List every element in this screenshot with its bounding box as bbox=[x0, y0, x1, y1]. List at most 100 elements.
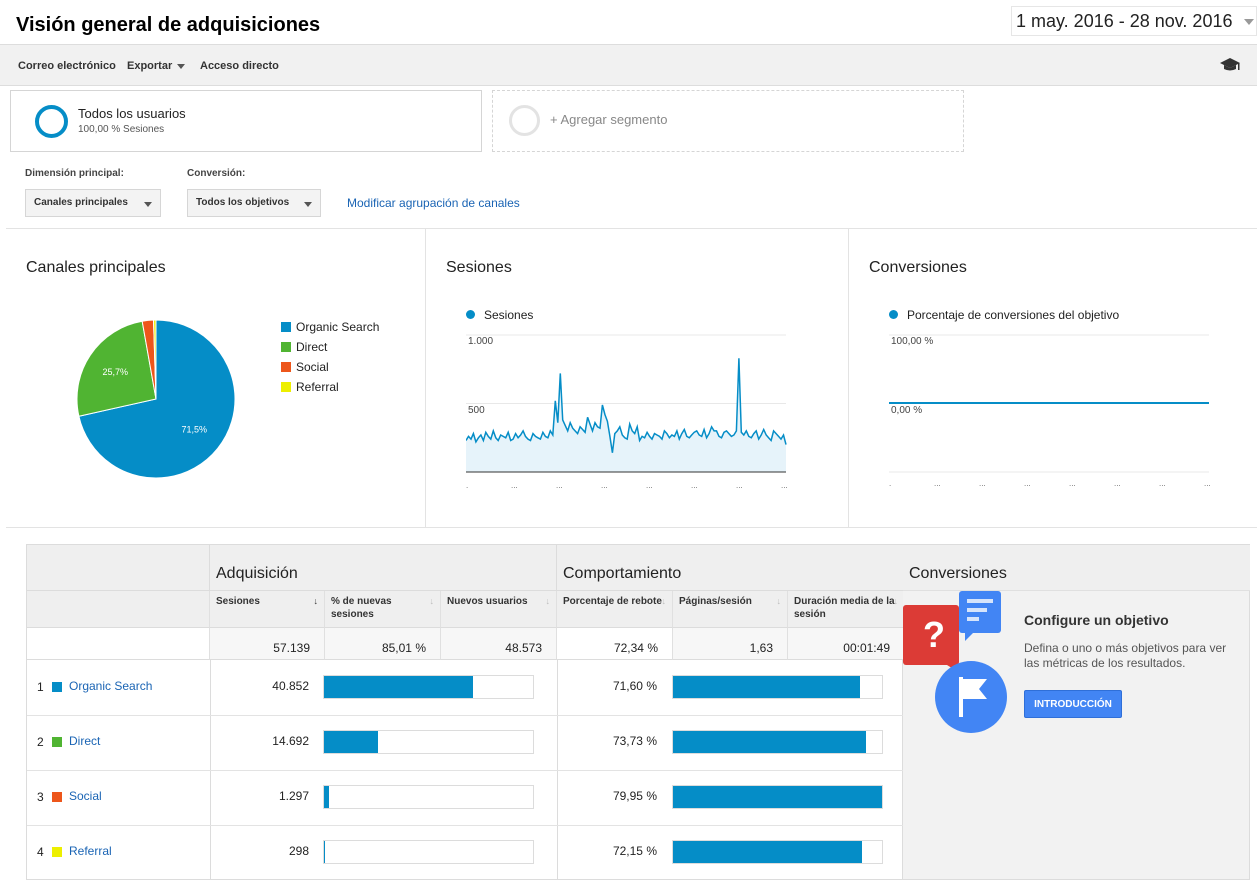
bounce-rate-value: 72,15 % bbox=[612, 844, 657, 858]
total-pages-session: 1,63 bbox=[673, 628, 788, 660]
y-tick-label: 1.000 bbox=[468, 336, 494, 347]
pie-slice-organic-search[interactable] bbox=[78, 319, 236, 479]
row-index: 1 bbox=[37, 680, 44, 694]
legend-dot bbox=[889, 310, 898, 319]
row-index: 3 bbox=[37, 790, 44, 804]
sessions-value: 1.297 bbox=[278, 789, 309, 803]
new-sessions-column-header[interactable]: % de nuevas sesiones ↓ bbox=[325, 591, 441, 628]
bounce-rate-column-header[interactable]: Porcentaje de rebote ↓ bbox=[557, 591, 673, 628]
date-range-label: 1 may. 2016 - 28 nov. 2016 bbox=[1016, 11, 1233, 31]
legend-swatch bbox=[281, 362, 291, 372]
channel-color-swatch bbox=[52, 847, 62, 857]
channel-link-organic-search[interactable]: Organic Search bbox=[69, 679, 153, 693]
sort-arrow-icon: ↓ bbox=[545, 596, 551, 606]
channel-column-header bbox=[27, 591, 210, 628]
primary-dimension-value: Canales principales bbox=[34, 197, 128, 208]
sessions-bar-fill bbox=[324, 786, 329, 808]
sessions-legend[interactable]: Sesiones bbox=[466, 308, 533, 322]
x-tick-label: ... bbox=[781, 481, 788, 489]
sessions-bar-fill bbox=[324, 676, 474, 698]
sessions-bar-track bbox=[323, 785, 534, 809]
acquisition-title: Adquisición bbox=[216, 565, 298, 582]
conversion-dropdown[interactable]: Todos los objetivos bbox=[187, 189, 321, 217]
bounce-bar-fill bbox=[673, 676, 861, 698]
y-tick-label: 500 bbox=[468, 405, 485, 416]
segment-all-users[interactable]: Todos los usuarios 100,00 % Sesiones bbox=[10, 90, 482, 152]
goal-illustration-icon: ? bbox=[903, 591, 1007, 733]
export-button[interactable]: Exportar bbox=[127, 60, 186, 72]
conversions-legend[interactable]: Porcentaje de conversiones del objetivo bbox=[889, 308, 1119, 322]
goal-promo-heading: Configure un objetivo bbox=[1024, 612, 1169, 628]
total-sessions: 57.139 bbox=[210, 628, 325, 660]
chevron-down-icon bbox=[1244, 19, 1254, 25]
channels-panel-title: Canales principales bbox=[26, 259, 166, 276]
sessions-bar-track bbox=[323, 730, 534, 754]
new-users-column-header[interactable]: Nuevos usuarios ↓ bbox=[441, 591, 557, 628]
chevron-down-icon bbox=[144, 202, 152, 207]
legend-swatch bbox=[281, 342, 291, 352]
sessions-area bbox=[466, 358, 786, 472]
bounce-rate-value: 71,60 % bbox=[612, 679, 657, 693]
pie-slice-direct[interactable] bbox=[76, 320, 157, 417]
column-label: Sesiones bbox=[216, 596, 260, 607]
x-tick-label: ... bbox=[601, 481, 608, 489]
bounce-rate-value: 79,95 % bbox=[612, 789, 657, 803]
avg-duration-column-header[interactable]: Duración media de la sesión ↓ bbox=[788, 591, 904, 628]
sort-arrow-icon: ↓ bbox=[313, 596, 319, 606]
email-button[interactable]: Correo electrónico bbox=[18, 60, 116, 72]
conversions-group-title: Conversiones bbox=[909, 565, 1007, 582]
legend-dot bbox=[466, 310, 475, 319]
channel-color-swatch bbox=[52, 737, 62, 747]
channel-link-referral[interactable]: Referral bbox=[69, 844, 112, 858]
sessions-column-header[interactable]: Sesiones ↓ bbox=[210, 591, 325, 628]
x-tick-label: ... bbox=[691, 481, 698, 489]
total-avg-duration: 00:01:49 bbox=[788, 628, 904, 660]
x-tick-label: ... bbox=[556, 481, 563, 489]
bounce-bar-track bbox=[672, 785, 883, 809]
pie-slice-referral[interactable] bbox=[153, 319, 157, 400]
x-tick-label: ... bbox=[646, 481, 653, 489]
conversions-goal-promo: Conversiones ? Configure un objetivo Def… bbox=[903, 544, 1250, 880]
page-title: Visión general de adquisiciones bbox=[16, 14, 321, 36]
add-segment-label: + Agregar segmento bbox=[550, 112, 668, 127]
channel-link-social[interactable]: Social bbox=[69, 789, 102, 803]
channels-panel: Canales principales 71,5% 25,7% Organic S… bbox=[6, 229, 426, 528]
legend-label: Social bbox=[296, 360, 329, 374]
report-toolbar: Correo electrónico Exportar Acceso direc… bbox=[0, 44, 1257, 86]
x-tick-label: ... bbox=[1114, 479, 1121, 488]
shortcut-button[interactable]: Acceso directo bbox=[200, 60, 279, 72]
modify-channel-grouping-link[interactable]: Modificar agrupación de canales bbox=[347, 196, 520, 210]
channel-link-direct[interactable]: Direct bbox=[69, 734, 101, 748]
primary-dimension-dropdown[interactable]: Canales principales bbox=[25, 189, 161, 217]
conversion-label: Conversión: bbox=[187, 168, 246, 179]
sessions-value: 14.692 bbox=[272, 734, 309, 748]
legend-label: Organic Search bbox=[296, 320, 380, 334]
add-segment-button[interactable]: + Agregar segmento bbox=[492, 90, 964, 152]
legend-item-direct[interactable]: Direct bbox=[281, 340, 327, 354]
pages-session-column-header[interactable]: Páginas/sesión ↓ bbox=[673, 591, 788, 628]
row-index: 2 bbox=[37, 735, 44, 749]
row-divider bbox=[27, 715, 904, 716]
channel-color-swatch bbox=[52, 682, 62, 692]
legend-item-social[interactable]: Social bbox=[281, 360, 329, 374]
legend-item-organic[interactable]: Organic Search bbox=[281, 320, 379, 334]
chevron-down-icon bbox=[177, 63, 186, 69]
date-range-picker[interactable]: 1 may. 2016 - 28 nov. 2016 bbox=[1011, 6, 1257, 36]
total-new-sessions-pct: 85,01 % bbox=[325, 628, 441, 660]
total-bounce-rate: 72,34 % bbox=[557, 628, 673, 660]
primary-dimension-label: Dimensión principal: bbox=[25, 168, 124, 179]
bounce-bar-fill bbox=[673, 731, 866, 753]
column-label: Páginas/sesión bbox=[679, 596, 752, 607]
empty-segment-ring-icon bbox=[509, 105, 540, 136]
sessions-bar-fill bbox=[324, 731, 378, 753]
graduation-cap-icon[interactable] bbox=[1219, 57, 1241, 78]
x-tick-label: ... bbox=[1204, 479, 1211, 488]
segment-ring-icon bbox=[35, 105, 68, 138]
column-label: Duración media de la sesión bbox=[794, 596, 895, 620]
legend-item-referral[interactable]: Referral bbox=[281, 380, 339, 394]
row-divider bbox=[27, 825, 904, 826]
introduction-button[interactable]: INTRODUCCIÓN bbox=[1024, 690, 1122, 718]
sort-arrow-icon: ↓ bbox=[893, 596, 899, 606]
y-tick-label: 100,00 % bbox=[891, 336, 934, 347]
bounce-bar-track bbox=[672, 730, 883, 754]
